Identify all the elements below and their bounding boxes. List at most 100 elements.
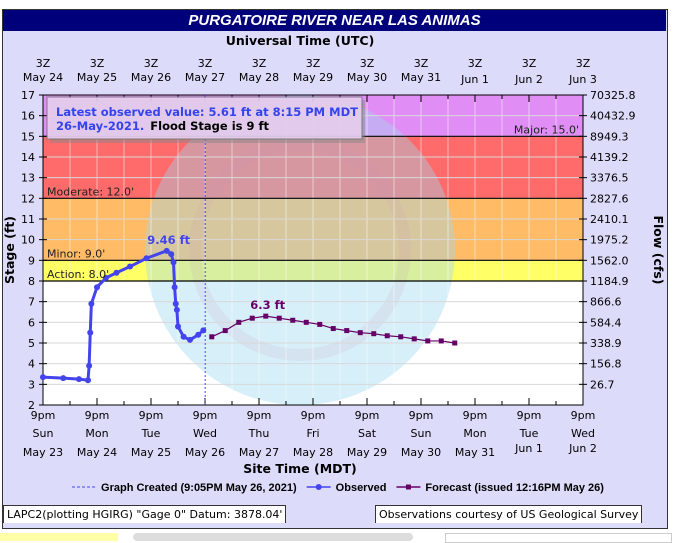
top-tick-label-date: May 25 [77,71,117,84]
forecast-point [290,317,296,323]
bottom-tick-label-date: May 24 [77,446,117,459]
y-tick-label: 16 [21,110,35,123]
top-tick-label-time: 3Z [468,57,483,70]
flood-label-action: Action: 8.0' [47,268,109,281]
bottom-tick-label-date: May 28 [293,446,333,459]
observed-point [60,375,67,382]
svg-text:26-May-2021.Flood Stage is 9 f: 26-May-2021. Flood Stage is 9 ft [56,119,269,133]
observed-point [200,327,207,334]
bottom-tick-label-day: Tue [141,427,161,440]
top-tick-label-date: Jun 2 [514,73,543,86]
bottom-tick-label-time: 9pm [247,409,272,422]
observed-point [113,269,120,276]
flow-tick-label: 3376.5 [590,172,629,185]
flow-tick-label: 1562.0 [590,254,629,267]
observed-point [103,274,109,281]
observed-point [87,329,94,336]
legend-forecast: Forecast (issued 12:16PM May 26) [425,482,604,494]
legend: Graph Created (9:05PM May 26, 2021) Obser… [72,482,604,494]
flow-tick-label: 4139.2 [590,151,629,164]
bottom-tick-label-day: Mon [85,427,108,440]
bottom-tick-label-time: 9pm [139,409,164,422]
forecast-point [330,326,336,332]
bottom-tick-label-day: Fri [306,427,319,440]
top-tick-label-time: 3Z [414,57,429,70]
bottom-tick-label-date: May 26 [185,446,225,459]
top-tick-label-date: May 24 [23,71,63,84]
y-tick-label: 7 [28,296,35,309]
flow-tick-label: 584.4 [590,316,622,329]
flow-tick-label: 866.6 [590,296,622,309]
plot-border [42,94,584,406]
x-axis-title: Site Time (MDT) [243,461,357,476]
flood-label-minor: Minor: 9.0' [47,247,105,260]
legend-observed: Observed [336,482,387,494]
observed-point [76,376,82,383]
bottom-tick-label-date: May 30 [401,446,441,459]
top-tick-label-date: May 31 [401,71,441,84]
bottom-tick-label-time: 9pm [301,409,326,422]
observed-point [94,284,100,291]
observed-point [172,300,179,307]
bottom-tick-label-day: Wed [571,427,595,440]
observed-point [187,336,193,343]
y-axis-title: Stage (ft) [2,216,17,284]
forecast-point [371,331,377,337]
noaa-watermark [145,95,455,405]
flow-tick-label: 338.9 [590,337,622,350]
forecast-point [438,338,444,344]
bottom-tick-label-day: Thu [248,427,270,440]
y-tick-label: 14 [21,151,35,164]
forecast-point [452,340,458,346]
bottom-tick-label-date: May 25 [131,446,171,459]
top-tick-label-date: May 28 [239,71,279,84]
bottom-tick-label-date: Jun 1 [514,442,543,455]
top-axis-title: Universal Time (UTC) [226,33,375,48]
observed-point [85,377,91,384]
bottom-tick-label-day: Tue [519,427,539,440]
bottom-tick-label-day: Mon [463,427,486,440]
bottom-tick-label-date: May 23 [23,446,63,459]
observed-point [86,362,93,369]
bottom-tick-label-day: Sun [33,427,54,440]
top-tick-label-time: 3Z [198,57,213,70]
bottom-tick-label-date: May 31 [455,446,495,459]
flow-tick-label: 2827.6 [590,192,629,205]
legend-graph-created: Graph Created (9:05PM May 26, 2021) [101,482,297,494]
y-tick-label: 11 [21,213,35,226]
observed-point [163,247,170,254]
y-tick-label: 9 [28,254,35,267]
top-tick-label-date: May 27 [185,71,225,84]
observed-point [175,323,181,330]
tooltip-line1: Latest observed value: 5.61 ft at 8:15 P… [56,105,358,119]
flow-tick-label: 156.8 [590,358,622,371]
flow-tick-label: 1184.9 [590,275,629,288]
forecast-peak-label: 6.3 ft [250,298,285,312]
flow-tick-label: 26.7 [590,378,615,391]
top-tick-label-date: Jun 1 [460,73,489,86]
forecast-point [411,336,417,342]
chart-title: PURGATOIRE RIVER NEAR LAS ANIMAS [3,10,666,31]
bottom-tick-label-time: 9pm [85,409,110,422]
bottom-tick-label-day: Wed [193,427,217,440]
observed-point [170,259,177,266]
y-tick-label: 13 [21,172,35,185]
strip-yellow [0,533,118,541]
top-tick-label-time: 3Z [576,57,591,70]
y-tick-label: 4 [28,358,35,371]
y-tick-label: 10 [21,234,35,247]
flow-tick-label: 1975.2 [590,234,629,247]
top-tick-label-time: 3Z [252,57,267,70]
top-tick-label-time: 3Z [360,57,375,70]
observed-point [143,255,150,262]
bottom-tick-label-time: 9pm [409,409,434,422]
footer-credit: Observations courtesy of US Geological S… [375,505,643,523]
forecast-point [222,328,228,334]
y-tick-label: 3 [28,378,35,391]
observed-peak-label: 9.46 ft [147,233,190,247]
observed-point [127,263,133,270]
top-tick-label-time: 3Z [522,57,537,70]
forecast-point [344,328,350,334]
observed-point [195,331,202,338]
